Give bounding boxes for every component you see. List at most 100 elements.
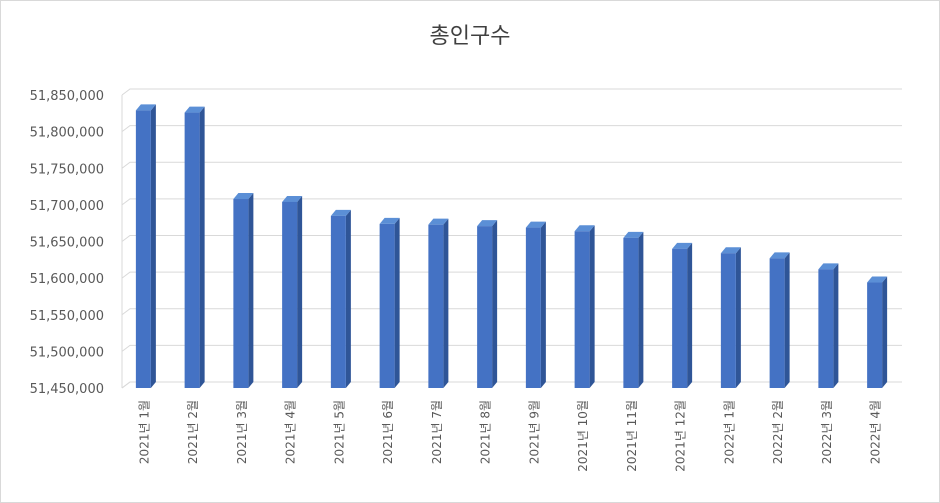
bar-top — [525, 221, 546, 228]
x-tick-label: 2021년 10월 — [576, 400, 590, 472]
bar-front — [574, 231, 590, 388]
bar — [672, 242, 693, 388]
bar-front — [282, 201, 298, 388]
gridline — [121, 88, 902, 96]
bar — [867, 276, 888, 388]
bar-side — [540, 221, 546, 388]
y-tick-label: 51,850,000 — [30, 89, 104, 104]
x-tick-label: 2021년 8월 — [479, 400, 493, 464]
bar-top — [623, 231, 644, 238]
bar-front — [672, 248, 688, 388]
bar-top — [379, 217, 400, 224]
bar-front — [330, 215, 346, 388]
gridline — [121, 125, 902, 133]
y-tick-label: 51,750,000 — [30, 162, 104, 177]
bar-front — [769, 258, 785, 388]
y-tick-label: 51,800,000 — [30, 126, 104, 141]
bar-side — [248, 193, 254, 388]
x-tick-label: 2022년 4월 — [869, 400, 883, 464]
bar-top — [672, 242, 693, 249]
x-tick-label: 2021년 1월 — [137, 400, 151, 464]
x-tick-label: 2021년 3월 — [235, 400, 249, 464]
bar — [330, 209, 351, 388]
bar-front — [233, 199, 249, 388]
bar — [233, 193, 254, 388]
bar-front — [720, 253, 736, 388]
bar-top — [233, 193, 254, 200]
bar — [184, 106, 205, 388]
bar-front — [623, 237, 639, 388]
x-tick-label: 2021년 2월 — [186, 400, 200, 464]
y-tick-label: 51,650,000 — [30, 236, 104, 251]
bar-front — [184, 112, 200, 388]
bar-side — [394, 217, 400, 388]
gridline — [121, 161, 902, 169]
x-tick-label: 2021년 12월 — [674, 400, 688, 472]
bar — [818, 263, 839, 388]
gridline — [121, 381, 902, 389]
y-tick-label: 51,450,000 — [30, 382, 104, 397]
bar-top — [818, 263, 839, 270]
bar-front — [525, 227, 541, 388]
bar — [428, 218, 449, 388]
x-tick-label: 2021년 7월 — [430, 400, 444, 464]
x-tick-label: 2021년 9월 — [527, 400, 541, 464]
bar — [720, 247, 741, 388]
x-tick-label: 2022년 3월 — [820, 400, 834, 464]
bar-front — [379, 223, 395, 388]
bar-side — [589, 225, 595, 388]
bar-front — [135, 110, 151, 388]
bar-side — [833, 263, 839, 388]
bar-side — [882, 276, 888, 388]
gridline — [121, 308, 902, 316]
bar-side — [297, 195, 303, 388]
bar-side — [492, 220, 498, 388]
bar-top — [574, 225, 595, 232]
x-tick-label: 2021년 5월 — [332, 400, 346, 464]
bar-side — [150, 104, 156, 388]
bar-front — [428, 224, 444, 388]
x-tick-label: 2021년 11월 — [625, 400, 639, 472]
bar — [282, 195, 303, 388]
gridline — [121, 235, 902, 242]
gridline — [121, 271, 902, 279]
bar-top — [867, 276, 888, 283]
y-tick-label: 51,600,000 — [30, 272, 104, 287]
x-tick-label: 2021년 6월 — [381, 400, 395, 464]
bar — [477, 220, 498, 388]
y-tick-label: 51,500,000 — [30, 345, 104, 360]
bar — [525, 221, 546, 388]
bar-top — [720, 247, 741, 254]
bar-front — [477, 226, 493, 388]
gridline — [121, 198, 902, 206]
bar-top — [135, 104, 156, 111]
x-tick-label: 2022년 1월 — [722, 400, 736, 464]
bar-side — [638, 231, 644, 388]
y-tick-label: 51,700,000 — [30, 199, 104, 214]
bar-top — [330, 209, 351, 216]
bar-front — [818, 269, 834, 388]
bar — [379, 217, 400, 388]
bar-top — [184, 106, 205, 113]
bar — [769, 252, 790, 388]
gridline — [121, 344, 902, 352]
chart-title: 총인구수 — [429, 24, 511, 49]
y-tick-label: 51,550,000 — [30, 309, 104, 324]
bar-side — [345, 209, 351, 388]
x-tick-label: 2021년 4월 — [284, 400, 298, 464]
bar-front — [867, 282, 883, 388]
bar-side — [735, 247, 741, 388]
bar-side — [199, 106, 205, 388]
bar-top — [769, 252, 790, 259]
bar-top — [477, 220, 498, 227]
bar-side — [784, 252, 790, 388]
bar — [574, 225, 595, 388]
bar — [623, 231, 644, 388]
bar — [135, 104, 156, 388]
bar-side — [443, 218, 449, 388]
bar-top — [282, 195, 303, 202]
x-tick-label: 2022년 2월 — [771, 400, 785, 464]
bar-side — [687, 242, 693, 388]
